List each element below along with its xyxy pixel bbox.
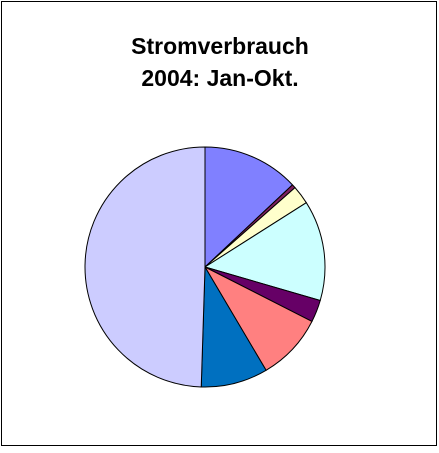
pie-slice xyxy=(84,146,206,388)
chart-title: 2004: Jan-Okt. xyxy=(141,65,298,91)
chart-title: Stromverbrauch xyxy=(131,33,309,59)
pie-slice xyxy=(204,202,326,301)
pie-slice xyxy=(204,146,293,268)
